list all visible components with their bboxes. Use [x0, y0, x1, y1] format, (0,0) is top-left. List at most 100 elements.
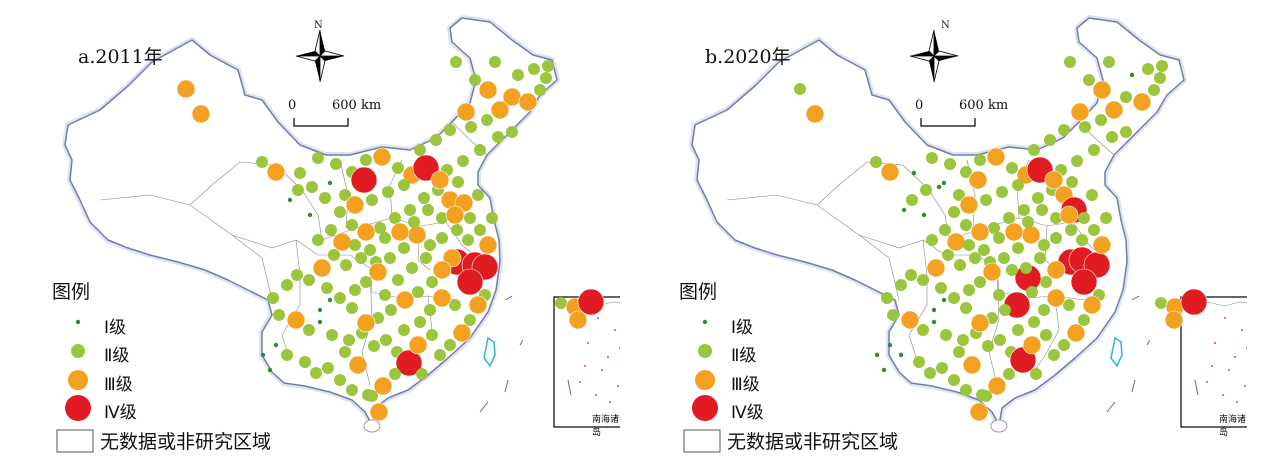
- city-level-1-marker: [317, 319, 323, 325]
- city-level-2-marker: [339, 346, 351, 358]
- city-level-2-marker: [382, 186, 394, 198]
- scale-bar-zero: 0: [288, 98, 297, 113]
- city-level-3-marker: [468, 295, 488, 315]
- city-level-2-marker: [948, 206, 960, 218]
- china-map: [683, 15, 1247, 453]
- city-level-3-marker: [445, 205, 465, 225]
- city-level-2-marker: [1120, 126, 1132, 138]
- inset-island: [1227, 368, 1231, 372]
- city-level-2-marker: [555, 297, 567, 309]
- city-level-3-marker: [286, 310, 306, 330]
- city-level-2-marker: [326, 329, 338, 341]
- city-level-2-marker: [920, 184, 932, 196]
- city-level-2-marker: [1050, 212, 1062, 224]
- city-level-2-marker: [1066, 176, 1078, 188]
- city-level-2-marker: [887, 309, 899, 321]
- city-level-1-marker: [901, 207, 907, 213]
- legend-level-1-label: Ⅰ级: [731, 318, 754, 338]
- south-china-sea-inset: [1180, 296, 1247, 428]
- city-level-2-marker: [291, 269, 303, 281]
- city-level-2-marker: [434, 349, 446, 361]
- city-level-2-marker: [1058, 124, 1070, 136]
- china-map: [56, 15, 620, 453]
- city-level-3-marker: [986, 147, 1006, 167]
- city-level-2-marker: [980, 194, 992, 206]
- scale-bar-distance: 600 km: [332, 98, 382, 113]
- inset-island: [1243, 384, 1247, 388]
- city-level-3-marker: [1021, 225, 1041, 245]
- city-level-2-marker: [1022, 216, 1034, 228]
- city-level-3-marker: [456, 102, 476, 122]
- city-level-2-marker: [1034, 252, 1046, 264]
- city-level-3-marker: [312, 258, 332, 278]
- city-level-2-marker: [481, 114, 493, 126]
- north-arrow-point: [296, 51, 320, 56]
- province-boundary: [275, 164, 323, 241]
- city-level-2-marker: [953, 346, 965, 358]
- city-level-3-marker: [1070, 102, 1090, 122]
- city-level-2-marker: [457, 155, 469, 167]
- province-boundary: [908, 239, 928, 361]
- city-level-2-marker: [430, 134, 442, 146]
- city-level-2-marker: [492, 131, 504, 143]
- city-level-2-marker: [281, 279, 293, 291]
- legend-level-4-symbol: [692, 395, 718, 421]
- city-level-2-marker: [974, 276, 986, 288]
- city-level-2-marker: [512, 69, 524, 81]
- city-level-3-marker: [1046, 288, 1066, 308]
- legend-level-4-label: Ⅳ级: [104, 403, 137, 423]
- inset-island: [1210, 364, 1214, 368]
- city-level-2-marker: [963, 239, 975, 251]
- city-level-2-marker: [426, 329, 438, 341]
- city-level-1-marker: [931, 307, 937, 313]
- city-level-2-marker: [408, 216, 420, 228]
- city-level-3-marker: [478, 80, 498, 100]
- city-level-3-marker: [390, 222, 410, 242]
- city-level-2-marker: [1028, 144, 1040, 156]
- inset-island: [618, 346, 620, 350]
- city-level-2-marker: [366, 194, 378, 206]
- city-level-2-marker: [414, 144, 426, 156]
- north-arrow-point: [909, 55, 935, 62]
- china-boundary: [64, 17, 558, 426]
- city-level-2-marker: [1038, 304, 1050, 316]
- city-level-2-marker: [881, 292, 893, 304]
- city-level-2-marker: [364, 244, 376, 256]
- city-level-3-marker: [1132, 92, 1152, 112]
- city-level-2-marker: [1100, 212, 1112, 224]
- city-level-3-marker: [1044, 170, 1064, 190]
- city-level-1-marker: [898, 352, 904, 358]
- city-level-4-marker: [412, 154, 440, 182]
- city-level-2-marker: [926, 152, 938, 164]
- city-level-2-marker: [1148, 84, 1160, 96]
- city-level-1-marker: [887, 342, 893, 348]
- city-level-3-marker: [1104, 100, 1124, 120]
- city-level-3-marker: [568, 310, 588, 330]
- city-level-4-marker: [395, 349, 423, 377]
- city-level-3-marker: [1059, 205, 1079, 225]
- inset-island: [600, 368, 604, 372]
- city-level-3-marker: [970, 222, 990, 242]
- city-level-2-marker: [948, 374, 960, 386]
- city-level-2-marker: [542, 60, 554, 72]
- city-level-2-marker: [895, 279, 907, 291]
- city-level-2-marker: [1044, 134, 1056, 146]
- city-level-3-marker: [959, 195, 979, 215]
- city-level-2-marker: [1040, 276, 1052, 288]
- city-level-4-marker: [1180, 288, 1208, 316]
- city-level-2-marker: [1058, 339, 1070, 351]
- city-level-2-marker: [451, 224, 463, 236]
- city-level-3-marker: [408, 335, 428, 355]
- city-level-3-marker: [1004, 222, 1024, 242]
- city-level-2-marker: [913, 356, 925, 368]
- city-level-2-marker: [464, 314, 476, 326]
- city-level-2-marker: [1026, 286, 1038, 298]
- city-level-2-marker: [389, 212, 401, 224]
- city-level-2-marker: [1155, 297, 1167, 309]
- city-level-3-marker: [1046, 260, 1066, 280]
- city-level-2-marker: [1038, 239, 1050, 251]
- city-level-2-marker: [398, 324, 410, 336]
- city-level-2-marker: [982, 340, 994, 352]
- city-level-3-marker: [191, 104, 211, 124]
- hainan-island: [990, 419, 1008, 433]
